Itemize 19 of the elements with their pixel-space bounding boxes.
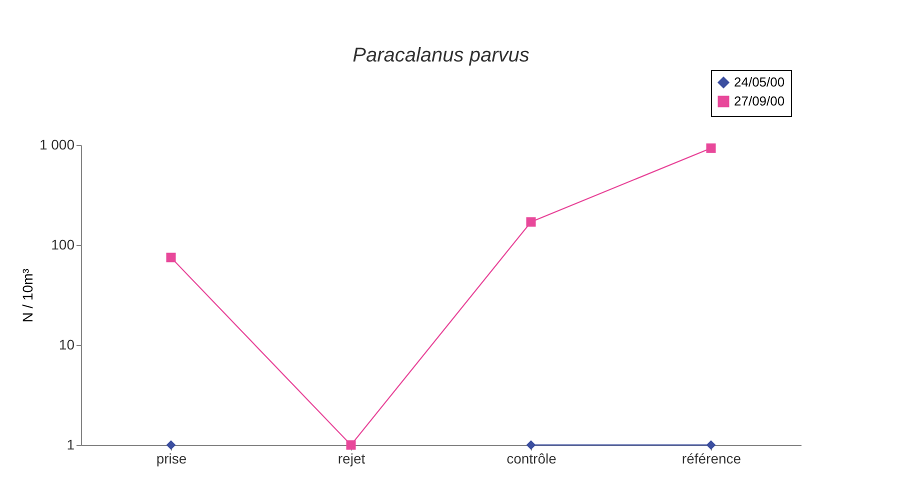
point (706, 143, 716, 153)
point (526, 440, 536, 450)
x-tick-label: rejet (338, 450, 366, 466)
point (166, 252, 176, 262)
y-tick-label: 100 (51, 236, 75, 252)
y-tick-label: 1 000 (39, 136, 75, 152)
y-tick-label: 1 (66, 436, 75, 452)
chart-title: Paracalanus parvus (352, 44, 530, 66)
legend-label: 27/09/00 (734, 94, 785, 108)
y-tick-label: 10 (58, 336, 75, 352)
point (526, 217, 536, 227)
point (166, 440, 176, 450)
point (706, 440, 716, 450)
x-tick-label: contrôle (506, 450, 557, 466)
y-axis-title: N / 10m³ (19, 268, 36, 322)
point (346, 440, 356, 450)
x-tick-label: prise (156, 450, 187, 466)
x-tick-label: référence (682, 450, 742, 466)
legend-label: 24/05/00 (734, 74, 785, 90)
